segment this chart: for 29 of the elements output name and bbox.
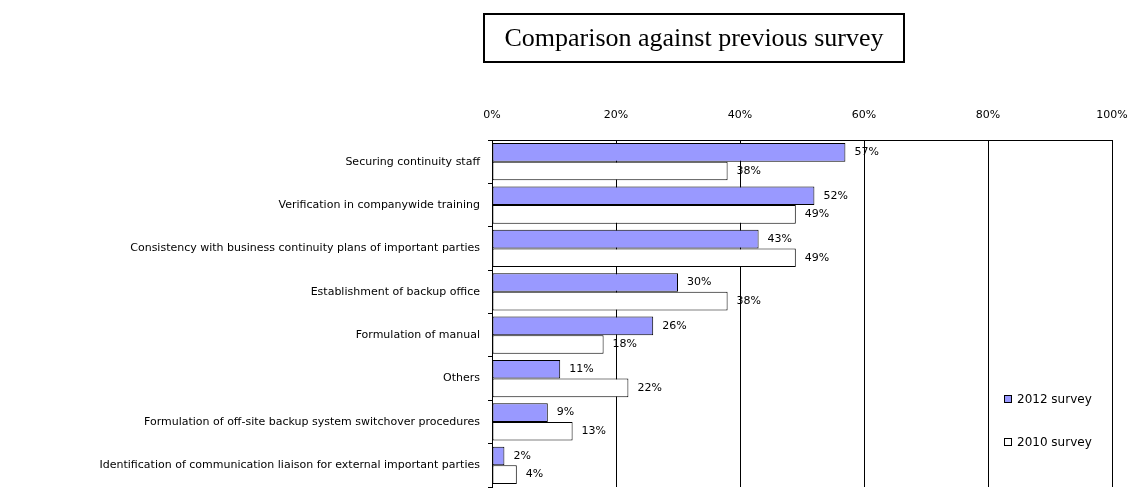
text: 2010 survey bbox=[1017, 435, 1092, 449]
y-tick-label: Securing continuity staff bbox=[345, 154, 481, 168]
data-label: 9% bbox=[556, 405, 575, 419]
x-tick-label: 40% bbox=[727, 108, 753, 122]
y-tick-label: Establishment of backup office bbox=[310, 284, 481, 298]
y-tick-label: Verification in companywide training bbox=[278, 197, 480, 211]
x-tick-label: 80% bbox=[975, 108, 1001, 122]
y-tick-label: Identification of communication liaison for external important parties bbox=[99, 458, 481, 472]
data-label: 43% bbox=[767, 231, 793, 245]
y-tick-label: Formulation of manual bbox=[355, 328, 480, 342]
x-tick-label: 20% bbox=[603, 108, 629, 122]
y-tick-label: Others bbox=[443, 371, 481, 385]
legend-label: 2012 survey bbox=[1017, 392, 1092, 406]
data-label: 2% bbox=[513, 448, 531, 462]
data-label: 22% bbox=[637, 380, 662, 394]
data-label: 4% bbox=[525, 467, 544, 481]
data-label: 30% bbox=[687, 275, 712, 289]
data-label: 13% bbox=[581, 424, 607, 438]
data-label: 26% bbox=[662, 318, 687, 332]
data-label: 49% bbox=[804, 250, 830, 264]
y-tick-label: Consistency with business continuity plans of important parties bbox=[130, 241, 481, 255]
data-label: 49% bbox=[804, 207, 830, 221]
data-label: 11% bbox=[569, 362, 594, 376]
x-tick-label: 0% bbox=[483, 108, 501, 122]
y-tick-label: Formulation of off-site backup system switchover procedures bbox=[144, 414, 481, 428]
x-tick-label: 100% bbox=[1096, 108, 1128, 122]
x-tick-label: 60% bbox=[851, 108, 877, 122]
chart-title: Comparison against previous survey bbox=[504, 23, 884, 52]
data-label: 52% bbox=[823, 188, 848, 202]
